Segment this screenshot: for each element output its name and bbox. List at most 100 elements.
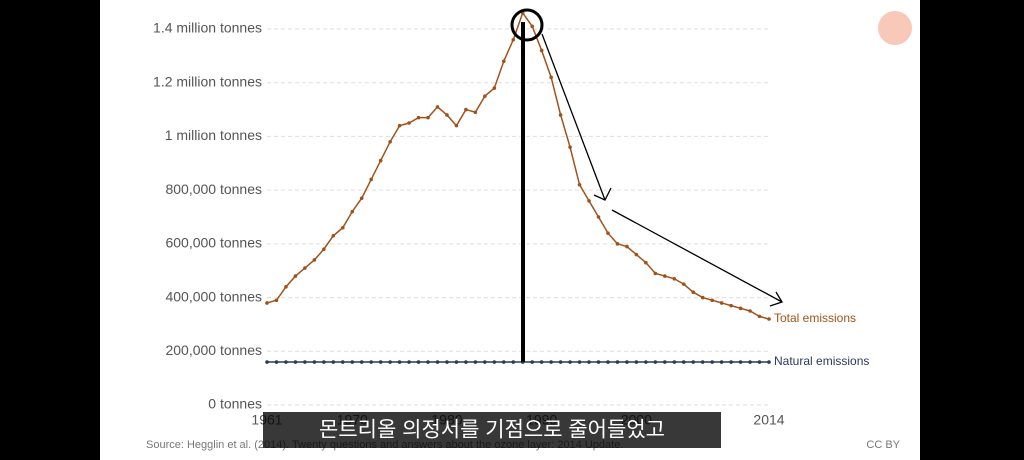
data-point [729, 360, 733, 364]
data-point [426, 360, 430, 364]
data-point [606, 360, 610, 364]
data-point [492, 360, 497, 364]
data-point [340, 360, 345, 364]
data-point [767, 360, 771, 364]
data-point [558, 113, 563, 117]
data-point [549, 75, 553, 80]
data-point [700, 295, 705, 300]
channel-logo [878, 11, 912, 45]
data-point [539, 360, 544, 364]
data-point [767, 317, 771, 321]
subtitle: 몬트리올 의정서를 기점으로 줄어들었고 [319, 419, 665, 442]
data-point [700, 360, 705, 364]
data-point [587, 360, 591, 364]
data-point [407, 121, 411, 125]
data-point [331, 234, 336, 238]
data-point [284, 360, 288, 364]
data-point [681, 282, 686, 286]
data-point [312, 258, 317, 262]
data-point [397, 123, 402, 128]
data-point [596, 215, 601, 219]
data-point [587, 199, 591, 203]
data-point [331, 360, 336, 364]
data-point [681, 360, 686, 364]
y-tick-label: 400,000 tonnes [165, 288, 262, 304]
data-point [672, 276, 677, 281]
data-point [577, 182, 582, 187]
annotation-circle [510, 8, 544, 42]
series-label: Total emissions [774, 311, 856, 325]
data-point [445, 113, 449, 117]
data-point [265, 360, 269, 364]
data-point [568, 360, 572, 364]
annotation-arrows [541, 33, 783, 307]
data-point [625, 360, 629, 364]
data-point [539, 48, 544, 53]
series-label: Natural emissions [774, 354, 869, 368]
data-point [464, 360, 468, 364]
y-tick-label: 1.2 million tonnes [153, 73, 262, 89]
data-point [303, 360, 307, 364]
data-point [293, 360, 298, 364]
data-point [501, 59, 506, 64]
data-point [483, 94, 487, 98]
data-point [369, 177, 373, 182]
data-point [322, 247, 326, 252]
y-tick-label: 0 tonnes [208, 396, 262, 412]
data-point [672, 360, 677, 364]
y-tick-label: 600,000 tonnes [165, 235, 262, 251]
data-point [483, 360, 487, 364]
chart-background [100, 0, 920, 460]
data-point [303, 266, 307, 270]
data-point [748, 360, 752, 364]
data-point [663, 274, 667, 278]
data-point [653, 271, 658, 276]
data-point [530, 360, 535, 364]
data-point [369, 360, 373, 364]
data-point [454, 360, 459, 364]
data-point [359, 360, 364, 364]
data-point [710, 360, 714, 364]
data-point [710, 298, 714, 303]
data-point [435, 360, 440, 364]
data-point [378, 360, 383, 364]
data-point [663, 360, 667, 364]
data-point [265, 301, 269, 305]
data-point [757, 360, 762, 364]
y-tick-label: 200,000 tonnes [165, 342, 262, 358]
data-point [312, 360, 317, 364]
data-point [625, 244, 629, 249]
data-point [530, 24, 535, 29]
data-point [435, 105, 440, 109]
data-point [644, 260, 648, 265]
data-point [615, 360, 620, 364]
data-point [388, 140, 392, 144]
data-point [577, 360, 582, 364]
data-point [757, 314, 762, 319]
data-point [293, 274, 298, 278]
data-point [407, 360, 411, 364]
data-point [492, 86, 497, 90]
data-point [416, 360, 421, 364]
data-point [634, 252, 639, 257]
y-tick-label: 1 million tonnes [165, 127, 262, 143]
y-tick-label: 800,000 tonnes [165, 181, 262, 197]
data-point [558, 360, 563, 364]
data-point [634, 360, 639, 364]
data-point [738, 360, 743, 364]
data-point [691, 290, 696, 295]
data-point [274, 298, 279, 303]
data-point [350, 209, 355, 214]
data-point [691, 360, 696, 364]
data-point [719, 360, 724, 364]
data-point [511, 37, 516, 42]
data-point [340, 225, 345, 230]
data-point [501, 360, 506, 364]
data-point [284, 285, 288, 289]
data-point [274, 360, 279, 364]
data-point [416, 115, 421, 120]
data-point [388, 360, 392, 364]
data-point [445, 360, 449, 364]
data-point [719, 301, 724, 305]
